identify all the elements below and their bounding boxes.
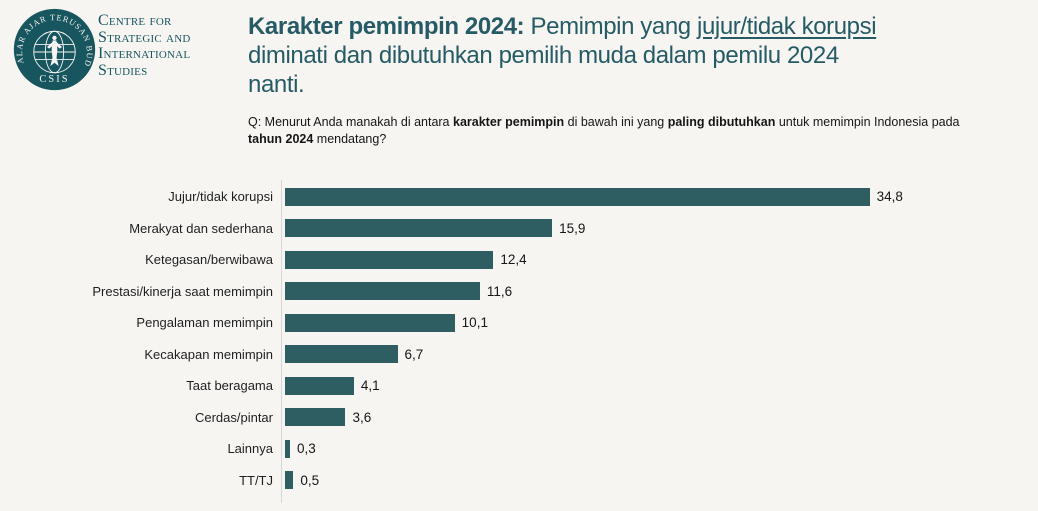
bar-track: 0,5: [285, 471, 320, 490]
bar: [285, 345, 398, 364]
bar-row: Kecakapan memimpin 6,7: [0, 339, 1038, 371]
bar-track: 12,4: [285, 250, 527, 269]
title-bold: Karakter pemimpin 2024:: [248, 13, 525, 40]
bar-row: Taat beragama 4,1: [0, 370, 1038, 402]
bar-value-label: 34,8: [876, 189, 903, 205]
bar-value-label: 0,3: [297, 441, 316, 457]
bar-category-label: Pengalaman memimpin: [136, 315, 273, 331]
bar-category-label: Lainnya: [227, 441, 273, 457]
bar-value-label: 0,5: [300, 472, 320, 488]
bar-row: Jujur/tidak korupsi 34,8: [0, 181, 1038, 213]
bar-row: Pengalaman memimpin 10,1: [0, 307, 1038, 339]
question-bold-2: paling dibutuhkan: [667, 115, 776, 129]
bar: [285, 282, 480, 301]
org-name-line: International: [98, 45, 191, 62]
org-name-line: Strategic and: [98, 28, 191, 46]
bar-category-label: Merakyat dan sederhana: [129, 220, 273, 236]
title-after-bold: Pemimpin yang: [524, 13, 698, 40]
bar-value-label: 6,7: [404, 346, 424, 362]
org-name-line: Centre for: [98, 12, 172, 29]
bar-value-label: 3,6: [352, 409, 372, 425]
bar-track: 4,1: [285, 376, 380, 395]
title-line3: nanti.: [248, 71, 305, 98]
bar-value-label: 10,1: [461, 315, 488, 331]
page-title: Karakter pemimpin 2024: Pemimpin yang ju…: [248, 12, 1023, 99]
bar-track: 10,1: [285, 313, 488, 332]
bar-row: Lainnya 0,3: [0, 433, 1038, 465]
bar-category-label: Ketegasan/berwibawa: [145, 252, 273, 268]
bar: [285, 250, 494, 269]
question-bold-1: karakter pemimpin: [453, 115, 565, 129]
bar: [285, 219, 553, 238]
seal-acronym: CSIS: [39, 74, 69, 85]
bar-row: Merakyat dan sederhana 15,9: [0, 213, 1038, 245]
question-prefix: Q: Menurut Anda manakah di antara: [248, 115, 453, 129]
bar: [285, 408, 346, 427]
bar-rows: Jujur/tidak korupsi 34,8 Merakyat dan sede…: [0, 181, 1038, 496]
bar-category-label: Taat beragama: [186, 378, 273, 394]
bar-category-label: Kecakapan memimpin: [144, 346, 273, 362]
question-mid-2: untuk memimpin Indonesia pada: [775, 115, 960, 129]
bar: [285, 471, 294, 490]
bar-row: TT/TJ 0,5: [0, 465, 1038, 497]
bar: [285, 187, 870, 206]
bar-value-label: 15,9: [559, 220, 586, 236]
bar-track: 6,7: [285, 345, 424, 364]
bar-category-label: TT/TJ: [239, 472, 273, 488]
bar-row: Cerdas/pintar 3,6: [0, 402, 1038, 434]
bar-category-label: Jujur/tidak korupsi: [168, 189, 273, 205]
question-bold-3: tahun 2024: [248, 132, 314, 146]
title-line2: diminati dan dibutuhkan pemilih muda dal…: [248, 42, 839, 69]
bar-value-label: 4,1: [360, 378, 380, 394]
bar-chart: Jujur/tidak korupsi 34,8 Merakyat dan sede…: [0, 180, 1038, 505]
bar-track: 15,9: [285, 219, 586, 238]
bar-row: Ketegasan/berwibawa 12,4: [0, 244, 1038, 276]
bar-track: 34,8: [285, 187, 903, 206]
bar-category-label: Prestasi/kinerja saat memimpin: [92, 283, 273, 299]
question-suffix: mendatang?: [313, 132, 387, 146]
bar-category-label: Cerdas/pintar: [194, 409, 273, 425]
csis-seal-icon: NALAR AJAR TERUSAN BUDI CSIS: [13, 8, 96, 91]
bar: [285, 439, 291, 458]
bar-track: 11,6: [285, 282, 513, 301]
bar-value-label: 12,4: [500, 252, 527, 268]
seal-figure: [47, 35, 62, 67]
org-name-line: Studies: [98, 61, 148, 79]
y-axis-line: [281, 180, 282, 503]
bar: [285, 313, 455, 332]
bar-track: 3,6: [285, 408, 372, 427]
bar-row: Prestasi/kinerja saat memimpin 11,6: [0, 276, 1038, 308]
bar-track: 0,3: [285, 439, 316, 458]
question-mid-1: di bawah ini yang: [564, 115, 668, 129]
title-underlined: jujur/tidak korupsi: [697, 13, 877, 40]
bar: [285, 376, 354, 395]
org-name: Centre for Strategic and International S…: [98, 12, 191, 79]
bar-value-label: 11,6: [486, 283, 513, 299]
survey-question: Q: Menurut Anda manakah di antara karakt…: [248, 114, 988, 148]
